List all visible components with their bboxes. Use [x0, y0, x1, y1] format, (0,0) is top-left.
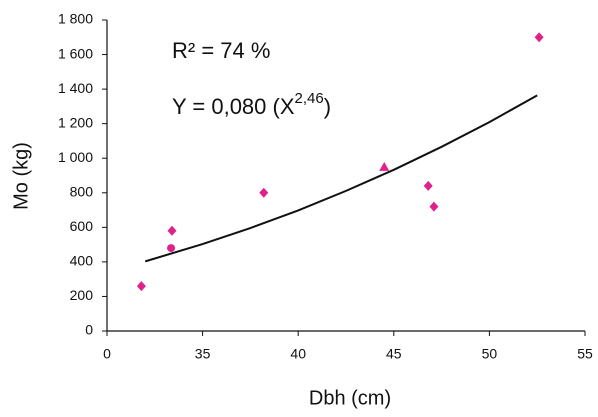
y-tick-label: 1 600 [58, 45, 93, 61]
equation: Y = 0,080 (X2,46) [172, 90, 331, 119]
y-tick-label: 600 [70, 218, 94, 234]
x-axis-label: Dbh (cm) [309, 387, 391, 409]
equation-text: Y = 0,080 (X [172, 94, 295, 119]
y-tick-label: 800 [70, 183, 94, 199]
data-point [429, 201, 439, 212]
equation-close: ) [324, 94, 331, 119]
y-tick-label: 1 800 [58, 11, 93, 27]
equation-exponent: 2,46 [295, 90, 324, 107]
y-tick-label: 1 200 [58, 114, 93, 130]
data-point [136, 281, 146, 292]
data-point [259, 187, 269, 198]
data-point [423, 180, 433, 191]
data-point [167, 225, 177, 236]
y-tick-label: 1 400 [58, 80, 93, 96]
y-tick-label: 0 [85, 322, 93, 338]
data-point [379, 161, 390, 171]
annotation: R² = 74 % [172, 38, 270, 63]
x-tick-label: 40 [290, 346, 306, 362]
data-point [534, 32, 544, 43]
x-tick-label: 35 [195, 346, 211, 362]
y-axis-label: Mo (kg) [10, 142, 32, 210]
x-tick-label: 45 [386, 346, 402, 362]
x-tick-label: 55 [577, 346, 593, 362]
fit-line [144, 94, 538, 263]
x-tick-label: 0 [103, 346, 111, 362]
y-tick-label: 200 [70, 287, 94, 303]
data-point [167, 244, 176, 253]
y-tick-label: 400 [70, 253, 94, 269]
x-tick-label: 50 [482, 346, 498, 362]
y-tick-label: 1 000 [58, 149, 93, 165]
